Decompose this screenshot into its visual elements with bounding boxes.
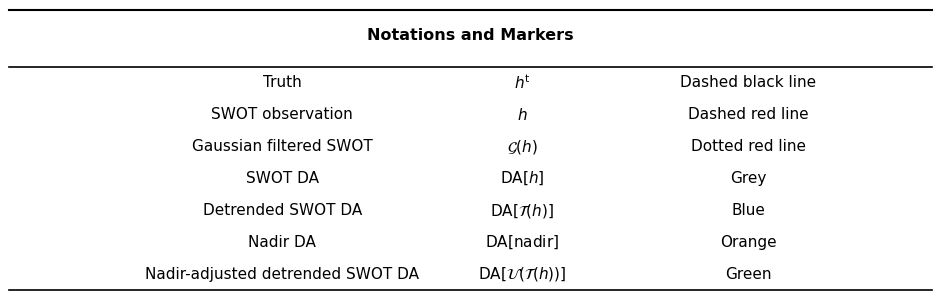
Text: $\mathrm{DA}[\mathrm{nadir}]$: $\mathrm{DA}[\mathrm{nadir}]$ xyxy=(486,234,559,251)
Text: $\mathcal{G}(h)$: $\mathcal{G}(h)$ xyxy=(507,138,537,156)
Text: Notations and Markers: Notations and Markers xyxy=(367,28,574,43)
Text: Nadir DA: Nadir DA xyxy=(248,235,316,250)
Text: Gaussian filtered SWOT: Gaussian filtered SWOT xyxy=(192,139,373,154)
Text: Nadir-adjusted detrended SWOT DA: Nadir-adjusted detrended SWOT DA xyxy=(145,267,420,282)
Text: $h$: $h$ xyxy=(517,107,528,123)
Text: Dotted red line: Dotted red line xyxy=(691,139,805,154)
Text: $\mathrm{DA}[\mathcal{T}(h)]$: $\mathrm{DA}[\mathcal{T}(h)]$ xyxy=(490,202,554,219)
Text: Blue: Blue xyxy=(731,203,765,218)
Text: $\mathrm{DA}[h]$: $\mathrm{DA}[h]$ xyxy=(500,170,545,187)
Text: Truth: Truth xyxy=(263,75,302,90)
Text: Orange: Orange xyxy=(720,235,776,250)
Text: $h^\mathrm{t}$: $h^\mathrm{t}$ xyxy=(514,73,531,92)
Text: Dashed black line: Dashed black line xyxy=(680,75,816,90)
Text: SWOT DA: SWOT DA xyxy=(246,171,319,186)
Text: Detrended SWOT DA: Detrended SWOT DA xyxy=(202,203,362,218)
Text: Green: Green xyxy=(725,267,772,282)
Text: Grey: Grey xyxy=(730,171,766,186)
Text: $\mathrm{DA}[\mathcal{U}(\mathcal{T}(h))]$: $\mathrm{DA}[\mathcal{U}(\mathcal{T}(h))… xyxy=(478,266,566,284)
Text: Dashed red line: Dashed red line xyxy=(688,107,808,122)
Text: SWOT observation: SWOT observation xyxy=(212,107,353,122)
